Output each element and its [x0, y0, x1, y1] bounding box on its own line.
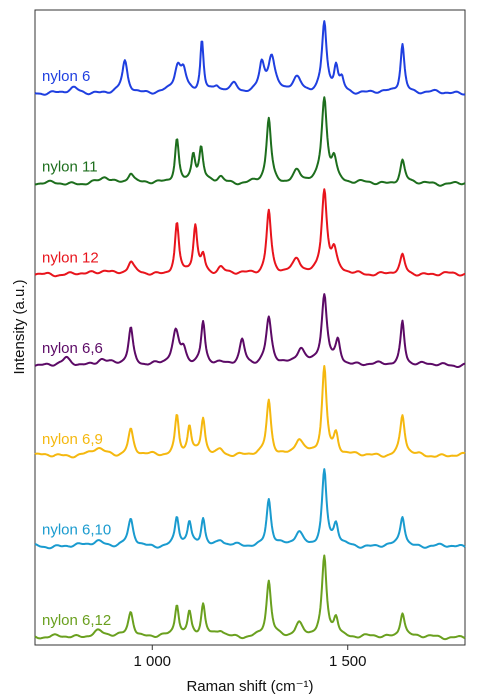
x-tick-label: 1 000 — [133, 653, 171, 670]
x-ticks: 1 000 1 500 — [133, 645, 367, 670]
series-label: nylon 6,6 — [42, 340, 103, 357]
spectra: nylon 6 nylon 11 nylon 12 nylon 6,6 nylon 6,… — [34, 20, 466, 641]
y-axis-title: Intensity (a.u.) — [11, 279, 28, 374]
spectrum-line — [34, 293, 466, 368]
spectrum-line — [34, 554, 466, 641]
series-label: nylon 6,10 — [42, 521, 111, 538]
spectrum-line — [34, 20, 466, 96]
series-label: nylon 11 — [42, 159, 98, 176]
series-label: nylon 6 — [42, 68, 90, 85]
plot-frame — [34, 9, 466, 646]
spectrum-line — [34, 468, 466, 550]
series-label: nylon 6,9 — [42, 431, 103, 448]
x-axis-title: Raman shift (cm⁻¹) — [186, 678, 313, 695]
spectrum-line — [34, 188, 466, 278]
series-label: nylon 6,12 — [42, 612, 111, 629]
series-label: nylon 12 — [42, 249, 99, 266]
spectrum-line — [34, 365, 466, 459]
spectrum-line — [34, 96, 466, 187]
x-tick-label: 1 500 — [329, 653, 367, 670]
